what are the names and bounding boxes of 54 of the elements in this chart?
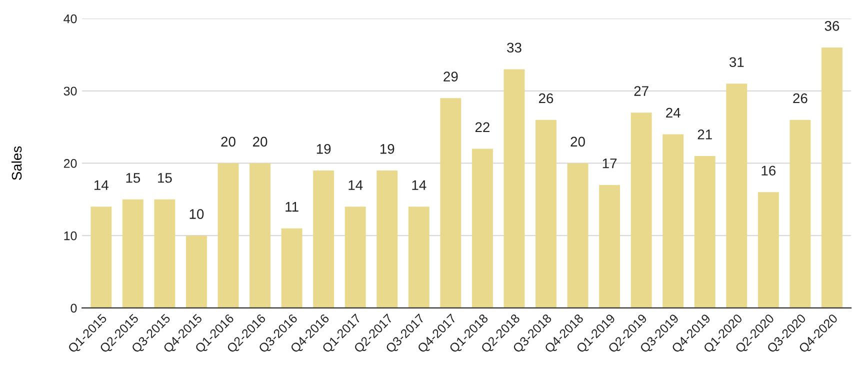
data-label: 11 [286, 202, 298, 212]
bar [662, 134, 684, 308]
data-label: 16 [762, 166, 776, 176]
data-label: 20 [252, 136, 268, 147]
bar [567, 163, 588, 308]
data-label: 10 [190, 209, 204, 219]
data-label: 19 [316, 144, 331, 154]
data-label: 15 [158, 173, 172, 183]
data-label: 14 [348, 180, 363, 190]
bar [758, 192, 779, 308]
bar [250, 163, 271, 308]
bar [408, 206, 430, 308]
data-label: 26 [538, 93, 554, 104]
bar [694, 156, 716, 308]
data-label: 14 [412, 180, 426, 190]
bar [536, 120, 556, 308]
bar [218, 163, 239, 308]
bar [376, 170, 398, 308]
bar [440, 98, 462, 308]
data-label: 26 [793, 93, 808, 104]
bar [821, 47, 842, 308]
bar [504, 69, 525, 308]
data-label: 20 [221, 136, 236, 147]
data-label: 31 [729, 57, 744, 68]
data-label: 15 [126, 173, 140, 183]
data-label: 14 [94, 180, 108, 190]
data-label: 36 [824, 21, 840, 31]
data-label: 24 [666, 108, 680, 118]
bar [472, 148, 493, 308]
y-tick-label: 40 [64, 14, 77, 24]
bar [122, 199, 144, 308]
bar [630, 112, 652, 308]
y-tick-label: 20 [64, 159, 77, 168]
bar [313, 170, 334, 308]
data-label: 33 [507, 42, 522, 53]
data-label: 22 [475, 122, 490, 132]
bar [154, 199, 176, 308]
y-tick-label: 10 [64, 231, 77, 240]
bar [281, 228, 302, 308]
data-label: 17 [602, 158, 617, 168]
bar [90, 206, 112, 308]
bar [790, 120, 811, 308]
data-label: 21 [698, 130, 712, 140]
data-label: 19 [380, 144, 394, 154]
y-tick-label: 30 [64, 86, 77, 96]
bar [186, 236, 207, 308]
data-label: 20 [570, 136, 585, 147]
bar [344, 206, 366, 308]
data-label: 29 [444, 72, 458, 82]
bar [726, 84, 748, 308]
y-tick-label: 0 [70, 304, 77, 313]
data-label: 27 [634, 86, 648, 96]
y-axis-title: Sales [11, 146, 22, 180]
bar [599, 184, 620, 308]
